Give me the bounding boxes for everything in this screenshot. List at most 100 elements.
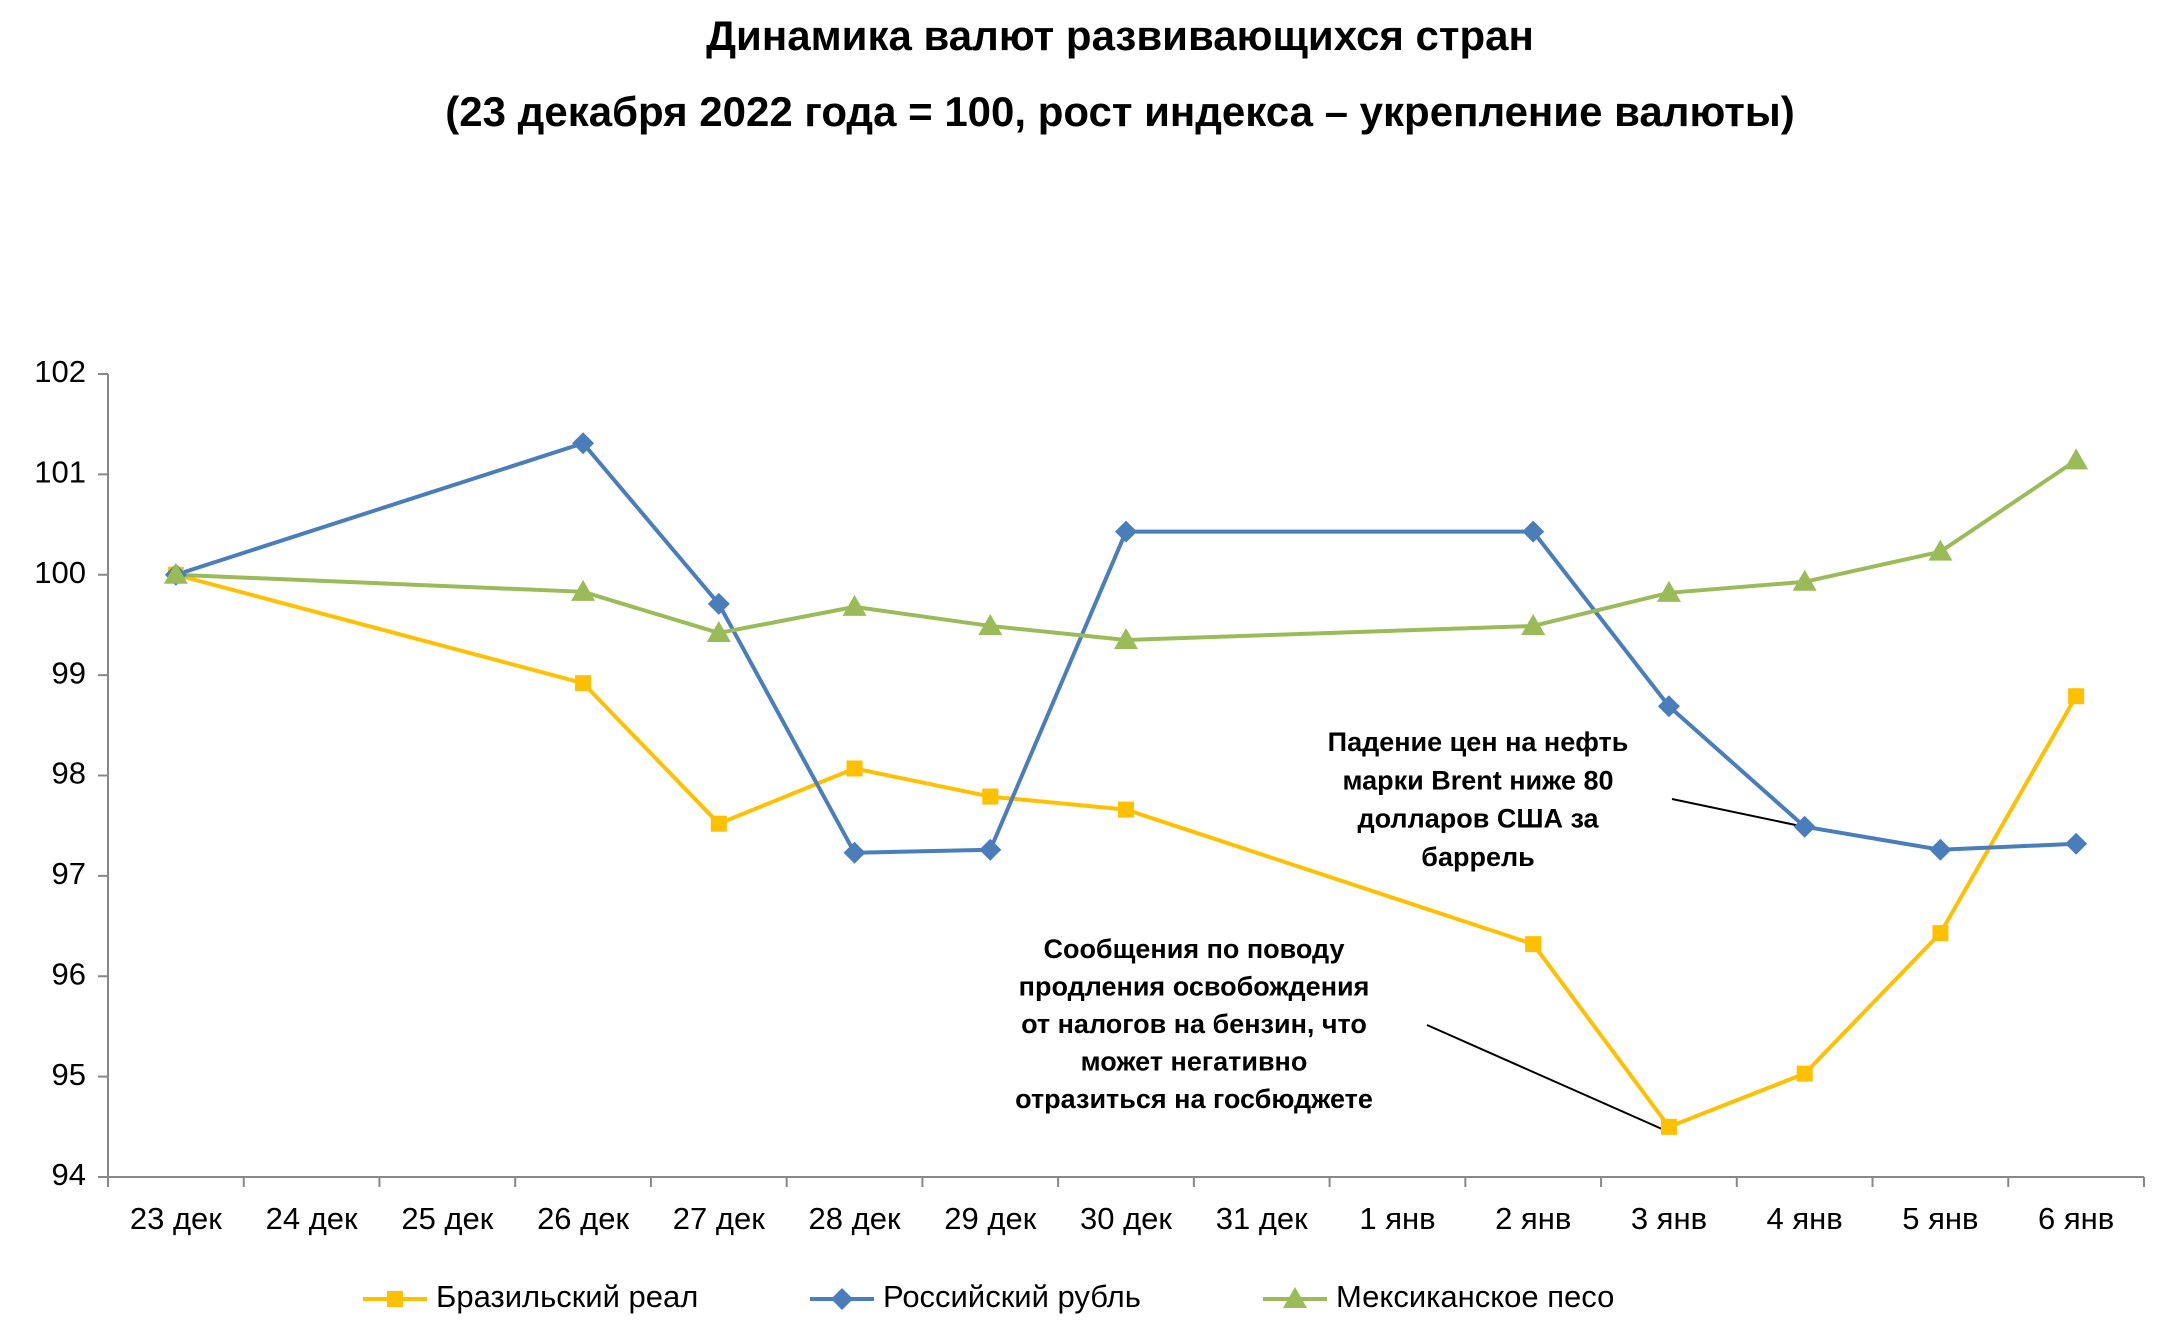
x-tick-label: 3 янв	[1631, 1201, 1707, 1236]
series-line	[175, 572, 584, 594]
series-line	[1531, 942, 1671, 1129]
data-point	[982, 788, 999, 805]
data-point	[1928, 539, 1953, 561]
series-line	[1532, 590, 1670, 628]
data-point	[571, 579, 596, 601]
x-tick-label: 30 дек	[1080, 1201, 1172, 1236]
annotation: от налогов на бензин, что	[1021, 1009, 1367, 1039]
y-tick-label: 101	[34, 455, 86, 490]
data-point	[1522, 520, 1545, 543]
legend-marker	[1283, 1287, 1307, 1308]
y-tick-label: 96	[52, 956, 86, 991]
annotation-arrow	[1426, 1024, 1663, 1130]
series-line	[1940, 841, 2077, 852]
series-line	[1667, 704, 1806, 829]
data-point	[1118, 801, 1134, 818]
y-tick-label: 100	[34, 555, 86, 590]
data-point	[1792, 569, 1817, 591]
data-point	[706, 620, 731, 642]
x-tick-label: 6 янв	[2038, 1201, 2114, 1236]
legend-marker	[387, 1291, 403, 1307]
legend-marker	[831, 1288, 853, 1310]
y-tick-label: 98	[52, 756, 86, 791]
annotation: марки Brent ниже 80	[1343, 765, 1614, 795]
x-tick-label: 1 янв	[1359, 1201, 1435, 1236]
series-line	[175, 572, 584, 686]
data-point	[575, 675, 592, 692]
annotation: отразиться на госбюджете	[1015, 1084, 1373, 1114]
series-line	[1125, 807, 1534, 947]
y-tick-label: 94	[52, 1157, 86, 1192]
x-tick-label: 25 дек	[401, 1201, 493, 1236]
data-point	[1929, 838, 1952, 861]
legend-label: Бразильский реал	[436, 1279, 698, 1314]
series-line	[1531, 530, 1671, 708]
data-point	[572, 432, 595, 455]
annotation-arrow	[1671, 798, 1806, 828]
data-point	[842, 594, 867, 616]
data-point	[979, 838, 1002, 861]
series-line	[1803, 931, 1942, 1076]
legend-label: Российский рубль	[883, 1279, 1141, 1314]
x-tick-label: 4 янв	[1767, 1201, 1843, 1236]
series-line	[1938, 695, 2078, 935]
series-line	[718, 766, 856, 826]
y-tick-label: 97	[52, 856, 86, 891]
x-tick-label: 27 дек	[673, 1201, 765, 1236]
series-line	[175, 441, 584, 577]
series-line	[1125, 623, 1534, 642]
data-point	[2065, 832, 2088, 855]
data-point	[1657, 695, 1680, 718]
data-point	[1521, 613, 1546, 635]
data-point	[843, 841, 866, 864]
series-line	[1939, 458, 2078, 554]
series-line	[854, 766, 991, 799]
series-line	[1804, 824, 1941, 852]
data-point	[1796, 1065, 1813, 1082]
annotation: может негативно	[1081, 1047, 1308, 1077]
data-point	[710, 815, 727, 832]
data-point	[1115, 520, 1137, 543]
x-tick-label: 28 дек	[809, 1201, 901, 1236]
data-point	[1660, 1118, 1677, 1135]
data-point	[1793, 815, 1816, 838]
annotation: продления освобождения	[1019, 972, 1370, 1002]
y-tick-label: 102	[34, 354, 86, 389]
data-point	[1932, 925, 1949, 942]
series-line	[854, 847, 991, 855]
chart-subtitle: (23 декабря 2022 года = 100, рост индекс…	[445, 88, 1794, 135]
series-line	[988, 530, 1128, 851]
data-point	[2064, 448, 2089, 470]
data-point	[163, 562, 188, 584]
series-line	[990, 623, 1127, 642]
x-tick-label: 29 дек	[944, 1201, 1036, 1236]
x-tick-label: 23 дек	[130, 1201, 222, 1236]
annotation: Падение цен на нефть	[1328, 727, 1629, 757]
x-tick-label: 2 янв	[1495, 1201, 1571, 1236]
data-point	[2068, 688, 2085, 705]
series-line	[717, 602, 857, 854]
series-line	[582, 589, 720, 635]
data-point	[1656, 580, 1681, 602]
series-line	[718, 604, 855, 635]
series-line	[1668, 579, 1805, 595]
y-tick-label: 95	[52, 1057, 86, 1092]
x-tick-label: 26 дек	[537, 1201, 629, 1236]
x-tick-label: 31 дек	[1216, 1201, 1308, 1236]
data-point	[707, 592, 730, 615]
annotation: баррель	[1421, 842, 1534, 872]
legend-label: Мексиканское песо	[1336, 1279, 1614, 1314]
data-point	[978, 613, 1003, 635]
series-line	[1668, 1071, 1806, 1129]
x-tick-label: 5 янв	[1902, 1201, 1978, 1236]
series-line	[581, 441, 721, 606]
data-point	[846, 760, 863, 777]
chart-title: Динамика валют развивающихся стран	[706, 12, 1534, 59]
y-tick-label: 99	[52, 655, 86, 690]
annotation: Сообщения по поводу	[1043, 934, 1344, 964]
series-line	[581, 681, 721, 826]
data-point	[1525, 936, 1542, 953]
annotation: долларов США за	[1357, 804, 1599, 834]
